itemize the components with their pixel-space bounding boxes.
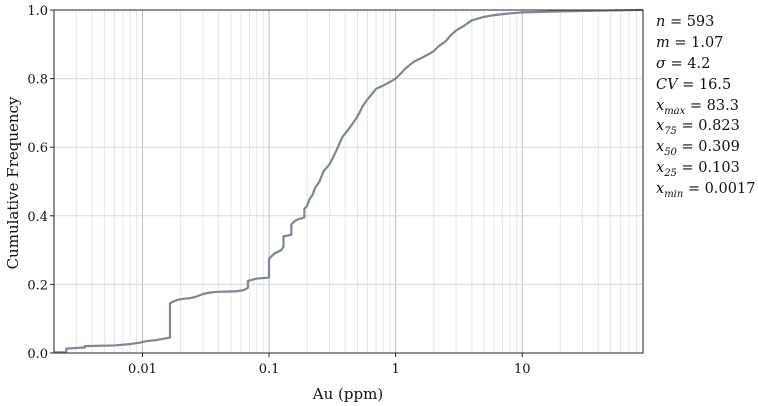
x-tick-label: 0.1 (259, 362, 280, 377)
stat-row: xmin = 0.0017 (656, 179, 755, 200)
stat-value: = 1.07 (669, 34, 724, 51)
stat-subscript: min (664, 189, 684, 201)
stat-value: = 593 (665, 14, 715, 30)
stat-symbol: σ (656, 55, 666, 72)
stat-subscript: 75 (664, 126, 677, 138)
stat-value: = 0.309 (676, 139, 740, 156)
stat-value: = 0.0017 (683, 181, 756, 198)
stat-symbol: x (656, 118, 665, 135)
stat-subscript: 50 (664, 147, 677, 159)
stat-symbol: m (656, 34, 670, 51)
y-tick-label: 0.4 (27, 210, 48, 225)
x-tick-label: 1 (391, 362, 399, 377)
cumulative-frequency-curve (54, 8, 643, 354)
x-tick-labels: 0.01 0.1 1 10 (128, 362, 530, 377)
stat-row: x25 = 0.103 (656, 158, 755, 179)
y-tick-label: 1.0 (27, 4, 48, 19)
stat-value: = 16.5 (677, 76, 732, 93)
stat-row: CV = 16.5 (656, 75, 755, 96)
stat-symbol: x (656, 181, 665, 198)
statistics-panel: n = 593 m = 1.07 σ = 4.2 CV = 16.5 xmax = 83… (656, 12, 755, 200)
stat-symbol: n (656, 14, 666, 30)
stat-value: = 4.2 (665, 55, 711, 72)
stat-value: = 0.103 (676, 160, 740, 177)
stat-row: xmax = 83.3 (656, 96, 755, 117)
x-tick-label: 10 (514, 362, 531, 377)
stat-value: = 0.823 (676, 118, 740, 135)
stat-row: x50 = 0.309 (656, 137, 755, 158)
stat-symbol: CV (656, 76, 678, 93)
axis-ticks (50, 9, 523, 357)
y-tick-label: 0.0 (27, 347, 48, 362)
major-gridlines (54, 9, 643, 354)
minor-gridlines (75, 10, 638, 353)
stat-symbol: x (656, 160, 665, 177)
stat-symbol: x (656, 139, 665, 156)
stat-row: σ = 4.2 (656, 54, 755, 75)
y-tick-label: 0.8 (27, 73, 48, 88)
stat-value: = 83.3 (685, 97, 739, 114)
plot-frame (53, 9, 644, 354)
stat-row: n = 593 (656, 12, 755, 33)
y-tick-label: 0.2 (27, 278, 48, 293)
stat-symbol: x (656, 97, 665, 114)
x-axis-label: Au (ppm) (312, 385, 383, 403)
stat-row: x75 = 0.823 (656, 116, 755, 137)
y-tick-label: 0.6 (27, 141, 48, 156)
y-axis-label: Cumulative Frequency (4, 96, 22, 269)
x-tick-label: 0.01 (128, 362, 157, 377)
stat-row: m = 1.07 (656, 33, 755, 54)
stat-subscript: 25 (664, 168, 677, 180)
stat-subscript: max (664, 105, 686, 117)
y-tick-labels: 0.0 0.2 0.4 0.6 0.8 1.0 (27, 4, 48, 362)
